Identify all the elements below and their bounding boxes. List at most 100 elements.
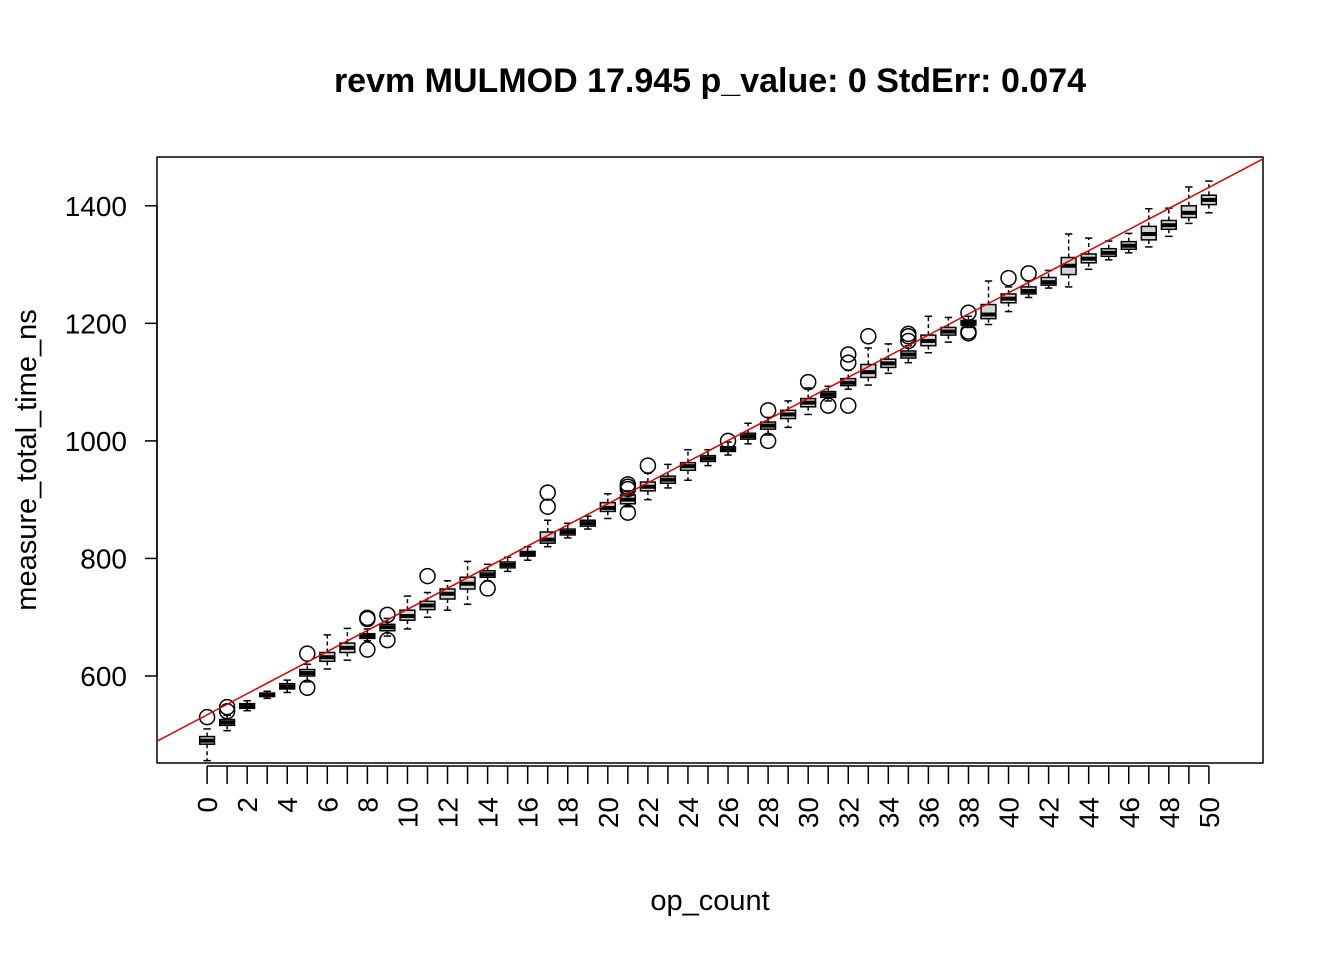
outlier-point — [819, 397, 837, 414]
outlier-point — [539, 498, 556, 515]
x-tick-label: 16 — [513, 797, 544, 828]
box-group-7 — [339, 627, 356, 661]
outlier-point — [1020, 265, 1037, 282]
x-tick-label: 4 — [272, 797, 303, 813]
box-group-27 — [739, 422, 757, 445]
outlier-point — [759, 402, 777, 419]
box-group-46 — [1120, 232, 1137, 254]
chart-title: revm MULMOD 17.945 p_value: 0 StdErr: 0.… — [334, 62, 1086, 100]
x-tick-label: 46 — [1114, 797, 1145, 828]
box-group-8 — [359, 609, 376, 658]
box-group-0 — [198, 708, 216, 762]
box-group-33 — [860, 328, 877, 386]
x-tick-label: 36 — [913, 797, 944, 828]
box-group-6 — [319, 634, 336, 670]
outlier-point — [619, 476, 637, 493]
y-axis-label: measure_total_time_ns — [11, 309, 43, 610]
box-group-42 — [1040, 269, 1057, 289]
box-group-29 — [779, 400, 797, 429]
box-group-32 — [840, 346, 857, 414]
box-group-43 — [1060, 233, 1077, 288]
outlier-point — [419, 567, 436, 585]
box-group-44 — [1080, 237, 1097, 271]
x-tick-label: 30 — [793, 797, 824, 828]
outlier-point — [860, 328, 877, 345]
x-tick-label: 6 — [312, 797, 343, 813]
outlier-point — [840, 397, 857, 414]
boxes-layer — [198, 180, 1218, 762]
x-tick-label: 18 — [553, 797, 584, 828]
outlier-point — [799, 373, 817, 391]
x-tick-label: 24 — [673, 797, 704, 828]
outlier-point — [960, 323, 977, 340]
outlier-point — [198, 708, 216, 726]
box-group-17 — [539, 484, 556, 548]
outlier-point — [759, 432, 777, 450]
x-tick-label: 28 — [753, 797, 784, 828]
box-group-2 — [239, 699, 256, 712]
outlier-point — [359, 610, 376, 628]
y-tick-label: 1000 — [65, 426, 127, 457]
outlier-point — [359, 641, 376, 658]
box-group-45 — [1100, 240, 1117, 261]
box-group-47 — [1140, 207, 1157, 248]
box-group-24 — [679, 448, 697, 482]
outlier-point — [539, 484, 556, 501]
x-tick-label: 14 — [473, 797, 504, 828]
outlier-point — [299, 645, 316, 662]
box-group-21 — [619, 476, 637, 521]
x-tick-label: 2 — [232, 797, 263, 813]
box-group-50 — [1200, 180, 1218, 214]
x-tick-label: 0 — [192, 797, 223, 813]
x-tick-label: 10 — [392, 797, 423, 828]
outlier-point — [359, 609, 376, 627]
box-group-10 — [399, 595, 416, 630]
outlier-point — [840, 354, 857, 371]
box-group-19 — [579, 515, 596, 530]
outlier-point — [900, 325, 917, 343]
x-tick-label: 38 — [953, 797, 984, 828]
y-tick-label: 800 — [80, 543, 127, 574]
x-tick-label: 40 — [994, 797, 1025, 828]
y-tick-label: 600 — [80, 661, 127, 692]
outlier-point — [840, 346, 857, 363]
box-group-30 — [799, 373, 817, 416]
x-tick-label: 26 — [713, 797, 744, 828]
outlier-point — [379, 606, 396, 624]
y-tick-label: 1400 — [65, 191, 127, 222]
x-tick-label: 42 — [1034, 797, 1065, 828]
box-group-40 — [1000, 269, 1017, 313]
box-group-34 — [880, 343, 897, 375]
box-group-1 — [218, 698, 236, 732]
box-group-41 — [1020, 265, 1037, 299]
x-tick-label: 50 — [1194, 797, 1225, 828]
box-group-37 — [940, 316, 957, 343]
box-body — [539, 531, 556, 544]
box-group-48 — [1160, 207, 1177, 238]
y-tick-label: 1200 — [65, 308, 127, 339]
outlier-point — [299, 679, 316, 697]
x-tick-label: 8 — [352, 797, 383, 813]
outlier-point — [218, 698, 236, 716]
x-tick-label: 48 — [1154, 797, 1185, 828]
box-group-25 — [699, 448, 717, 467]
regression-line — [157, 158, 1263, 742]
box-group-31 — [819, 385, 837, 414]
x-axis: 0 2 4 6 8 10 12 14 16 18 20 22 24 26 28 30 32 34 36 38 40 42 4… — [192, 765, 1225, 828]
box-group-39 — [980, 280, 997, 326]
box-group-22 — [639, 457, 657, 501]
x-tick-label: 34 — [873, 797, 904, 828]
x-tick-label: 32 — [833, 797, 864, 828]
box-group-11 — [419, 567, 436, 618]
box-group-28 — [759, 402, 777, 450]
box-group-9 — [379, 606, 396, 649]
box-group-26 — [719, 432, 737, 456]
outlier-point — [719, 432, 737, 450]
x-tick-label: 12 — [433, 797, 464, 828]
box-group-13 — [459, 560, 476, 606]
outlier-point — [1000, 269, 1017, 287]
box-group-4 — [279, 679, 296, 694]
box-group-15 — [499, 556, 516, 573]
outlier-point — [960, 304, 977, 322]
